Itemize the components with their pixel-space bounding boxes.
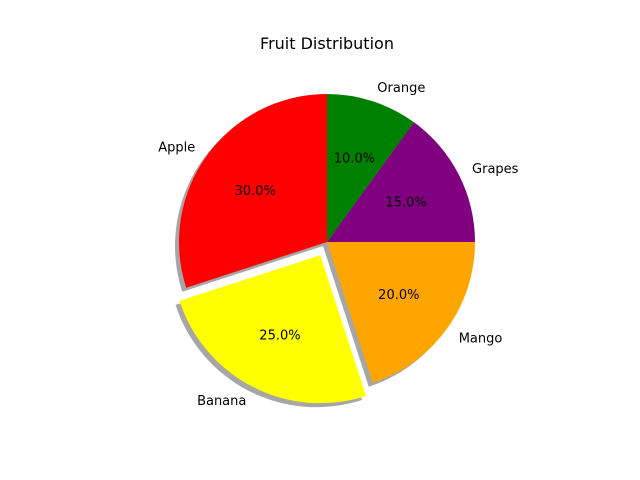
slice-labels: Apple 30.0% Banana 25.0% Mango 20.0% Grapes 15.… bbox=[158, 81, 518, 409]
label-apple: Apple bbox=[158, 140, 195, 155]
label-grapes: Grapes bbox=[472, 162, 519, 177]
chart-title: Fruit Distribution bbox=[260, 34, 394, 53]
slice-apple bbox=[178, 94, 327, 288]
label-orange: Orange bbox=[377, 81, 425, 96]
slice-mango bbox=[327, 242, 475, 383]
slice-banana bbox=[179, 255, 367, 404]
label-mango: Mango bbox=[459, 332, 503, 347]
pct-label-orange: 10.0% bbox=[334, 152, 375, 167]
slice-orange bbox=[327, 94, 414, 242]
pct-label-banana: 25.0% bbox=[259, 328, 300, 343]
pie-slices bbox=[178, 94, 475, 404]
pct-label-mango: 20.0% bbox=[378, 288, 419, 303]
label-banana: Banana bbox=[197, 394, 246, 409]
pct-label-grapes: 15.0% bbox=[385, 196, 426, 211]
slice-grapes bbox=[327, 122, 475, 242]
pct-label-apple: 30.0% bbox=[235, 184, 276, 199]
